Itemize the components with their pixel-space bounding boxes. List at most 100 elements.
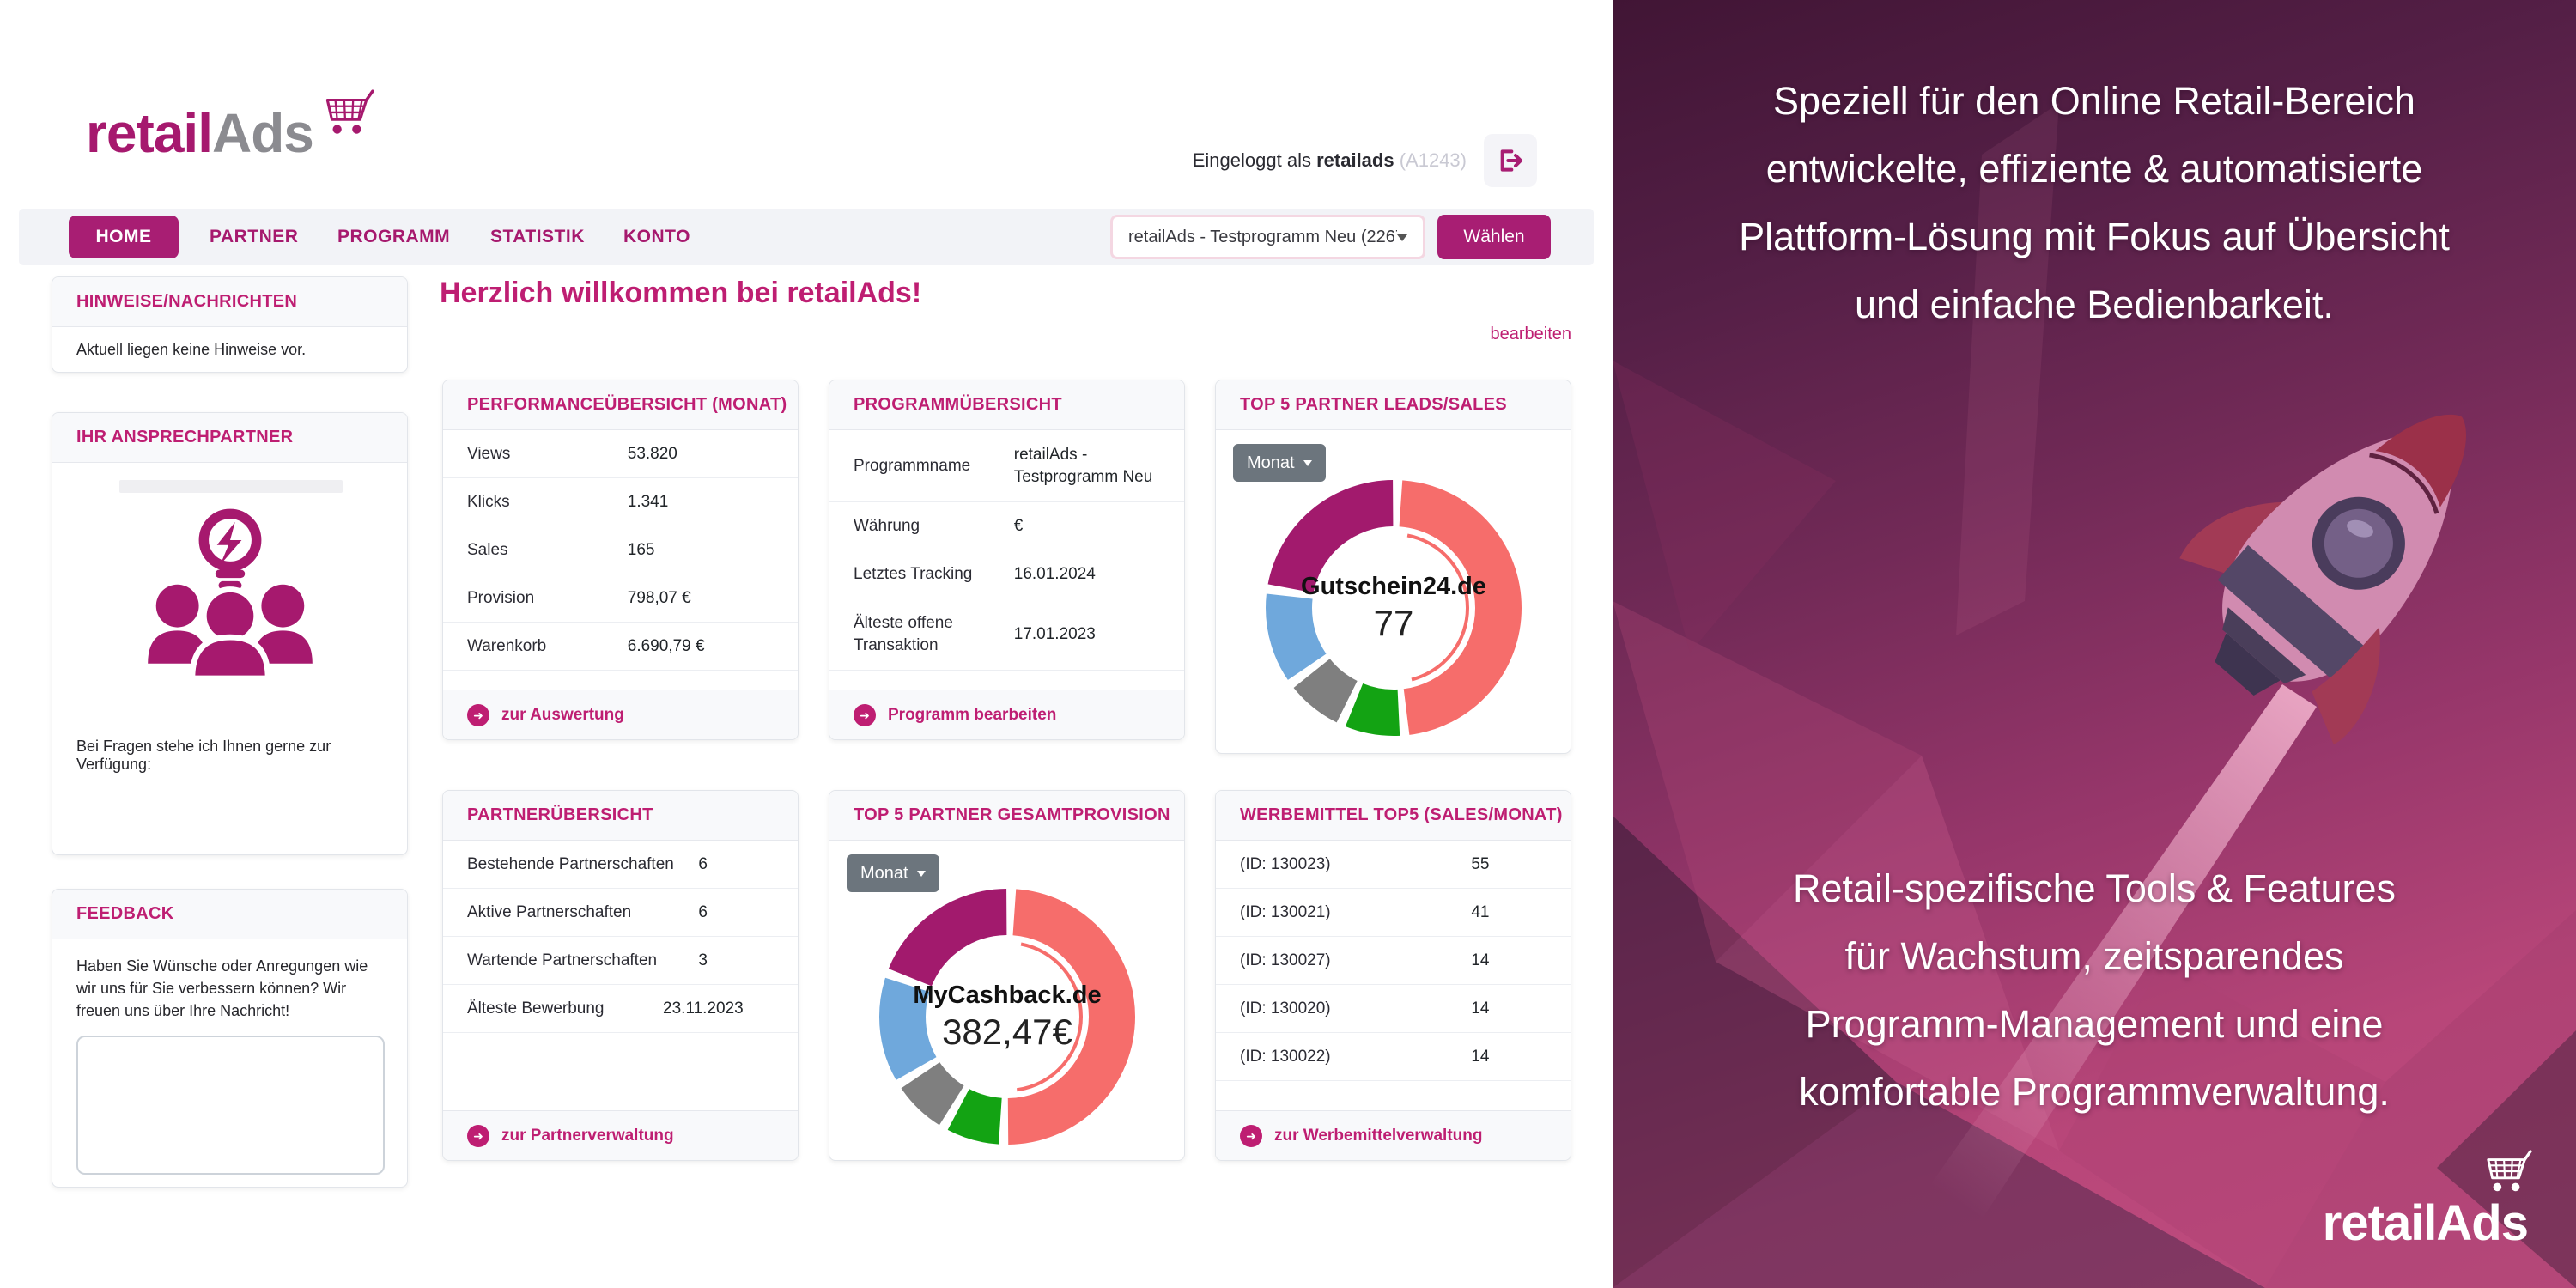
row-value: 17.01.2023 [1013, 624, 1096, 643]
contact-people-lightbulb-icon [148, 508, 313, 682]
row-value: 3 [698, 951, 708, 969]
card-ads: WERBEMITTEL TOP5 (SALES/MONAT) (ID: 1300… [1215, 790, 1571, 1161]
page-title: Herzlich willkommen bei retailAds! [440, 276, 922, 309]
row-value: 6 [698, 854, 708, 873]
table-row: Views 53.820 [443, 430, 798, 478]
row-label: Provision [467, 588, 535, 607]
card-feedback-title: FEEDBACK [76, 904, 174, 923]
card-ads-header: WERBEMITTEL TOP5 (SALES/MONAT) [1216, 791, 1571, 841]
donut-segment[interactable] [879, 889, 1135, 1145]
card-program: PROGRAMMÜBERSICHT Programmname retailAds … [829, 380, 1185, 740]
row-value: 53.820 [627, 444, 677, 463]
promo-line: und einfache Bedienbarkeit. [1855, 283, 2334, 326]
card-performance-header: PERFORMANCEÜBERSICHT (MONAT) [443, 380, 798, 430]
feedback-textarea[interactable] [76, 1036, 385, 1175]
dashboard-area: retail Ads Eingeloggt als retailads (A124… [19, 89, 1594, 1188]
card-program-header: PROGRAMMÜBERSICHT [829, 380, 1184, 430]
edit-link[interactable]: bearbeiten [1490, 325, 1571, 343]
table-row: (ID: 130022) 14 [1216, 1033, 1571, 1081]
row-value: 55 [1471, 854, 1490, 873]
row-label: Älteste offene Transaktion [854, 613, 953, 654]
card-feedback: FEEDBACK Haben Sie Wünsche oder Anregung… [52, 889, 408, 1188]
table-row: Wartende Partnerschaften 3 [443, 937, 798, 985]
table-row: Sales 165 [443, 526, 798, 574]
row-value: 14 [1471, 1047, 1490, 1066]
nav-item-konto[interactable]: KONTO [623, 227, 690, 246]
table-row: Klicks 1.341 [443, 478, 798, 526]
row-value: 165 [627, 540, 655, 559]
row-value: 41 [1471, 902, 1490, 921]
table-row: (ID: 130023) 55 [1216, 841, 1571, 889]
donut-highlight-ring [932, 941, 1083, 1092]
partners-footer-link[interactable]: ➜ zur Partnerverwaltung [443, 1110, 798, 1160]
donut-chart-provision: MyCashback.de 382,47€ [866, 875, 1149, 1158]
card-notices-header: HINWEISE/NACHRICHTEN [52, 277, 407, 327]
donut-chart-leads: Gutschein24.de 77 [1252, 466, 1535, 750]
login-status-text: Eingeloggt als retailads (A1243) [1193, 149, 1467, 172]
shopping-cart-icon [325, 89, 374, 134]
period-filter-label: Monat [1247, 453, 1295, 472]
donut-segment[interactable] [1266, 480, 1522, 736]
login-username: retailads [1316, 149, 1394, 171]
chevron-down-icon [1303, 459, 1312, 471]
table-row: (ID: 130027) 14 [1216, 937, 1571, 985]
nav-item-statistik[interactable]: STATISTIK [490, 227, 585, 246]
table-row: Bestehende Partnerschaften 6 [443, 841, 798, 889]
row-value: 14 [1471, 999, 1490, 1018]
donut-segment[interactable] [1266, 480, 1522, 736]
row-value: € [1013, 516, 1024, 535]
row-label: Warenkorb [467, 636, 547, 655]
card-top5-leads: TOP 5 PARTNER LEADS/SALES Monat Gutschei… [1215, 380, 1571, 754]
rocket-illustration [2179, 414, 2466, 745]
promo-line: Programm-Management und eine [1805, 1002, 2384, 1046]
table-row: Letztes Tracking 16.01.2024 [829, 550, 1184, 598]
program-select[interactable]: retailAds - Testprogramm Neu (2267) [1110, 215, 1425, 259]
row-label: Wartende Partnerschaften [467, 951, 658, 969]
footer-link-label: zur Auswertung [501, 705, 624, 724]
program-footer-link[interactable]: ➜ Programm bearbeiten [829, 690, 1184, 739]
period-filter-dropdown[interactable]: Monat [1233, 444, 1326, 482]
arrow-right-icon: ➜ [467, 1124, 489, 1147]
card-partners: PARTNERÜBERSICHT Bestehende Partnerschaf… [442, 790, 799, 1161]
card-performance-title: PERFORMANCEÜBERSICHT (MONAT) [467, 395, 787, 414]
card-performance: PERFORMANCEÜBERSICHT (MONAT) Views 53.820… [442, 380, 799, 740]
row-label: (ID: 130022) [1240, 1047, 1331, 1066]
notices-empty-text: Aktuell liegen keine Hinweise vor. [76, 341, 307, 358]
donut-segment[interactable] [1266, 480, 1522, 736]
donut-segment[interactable] [879, 889, 1135, 1145]
table-row: Provision 798,07 € [443, 574, 798, 623]
table-row: (ID: 130021) 41 [1216, 889, 1571, 937]
row-value: 6 [698, 902, 708, 921]
ads-footer-link[interactable]: ➜ zur Werbemittelverwaltung [1216, 1110, 1571, 1160]
card-partners-header: PARTNERÜBERSICHT [443, 791, 798, 841]
row-label: Programmname [854, 456, 971, 475]
nav-item-partner[interactable]: PARTNER [210, 227, 299, 246]
shopping-cart-icon [2487, 1150, 2532, 1192]
nav-item-home[interactable]: HOME [69, 216, 179, 258]
logo-text-retail: retail [86, 102, 213, 164]
row-label: (ID: 130027) [1240, 951, 1331, 969]
login-status: Eingeloggt als retailads (A1243) [1193, 134, 1537, 187]
performance-footer-link[interactable]: ➜ zur Auswertung [443, 690, 798, 739]
choose-button[interactable]: Wählen [1437, 215, 1551, 259]
row-label: (ID: 130021) [1240, 902, 1331, 921]
row-label: Bestehende Partnerschaften [467, 854, 674, 873]
footer-link-label: zur Werbemittelverwaltung [1274, 1126, 1483, 1145]
period-filter-dropdown[interactable]: Monat [847, 854, 939, 892]
nav-item-programm[interactable]: PROGRAMM [337, 227, 451, 246]
row-label: Älteste Bewerbung [467, 999, 605, 1018]
card-top5-provision: TOP 5 PARTNER GESAMTPROVISION Monat MyCa… [829, 790, 1185, 1161]
table-row: Aktive Partnerschaften 6 [443, 889, 798, 937]
card-program-title: PROGRAMMÜBERSICHT [854, 395, 1062, 414]
row-label: Sales [467, 540, 508, 559]
main-navbar: HOME PARTNER PROGRAMM STATISTIK KONTO re… [19, 209, 1594, 265]
donut-highlight-ring [1318, 532, 1469, 683]
promo-text-top: Speziell für den Online Retail-Bereich e… [1613, 67, 2576, 338]
logout-button[interactable] [1484, 134, 1537, 187]
chevron-down-icon [1397, 234, 1407, 246]
feedback-prompt-text: Haben Sie Wünsche oder Anregungen wie wi… [76, 957, 368, 1019]
login-prefix: Eingeloggt als [1192, 149, 1311, 171]
card-contact-header: IHR ANSPRECHPARTNER [52, 413, 407, 463]
card-top5-provision-header: TOP 5 PARTNER GESAMTPROVISION [829, 791, 1184, 841]
table-row: Älteste offene Transaktion 17.01.2023 [829, 598, 1184, 671]
